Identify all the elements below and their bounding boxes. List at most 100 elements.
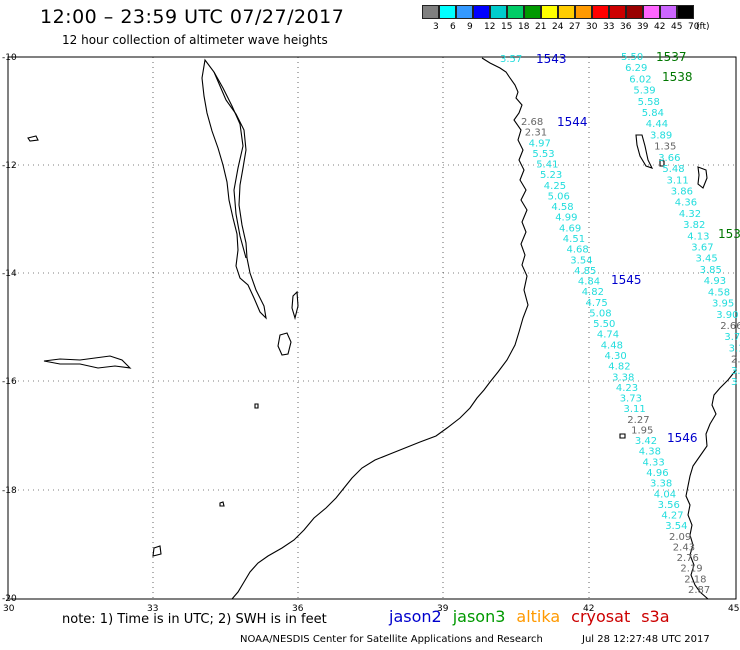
- scale-label: 9: [467, 22, 473, 32]
- map-frame: [7, 56, 737, 600]
- scale-label: 30: [586, 22, 598, 32]
- scale-label: 21: [535, 22, 547, 32]
- track-value: 3.: [731, 366, 740, 377]
- track-value: 3.45: [696, 254, 718, 265]
- scale-swatch: [490, 5, 507, 19]
- track-value: 5.06: [548, 192, 570, 203]
- track-value: 4.82: [582, 287, 604, 298]
- scale-swatch: [592, 5, 609, 19]
- madagascar-coastline: [685, 369, 737, 600]
- track-value: 4.85: [574, 266, 596, 277]
- track-value: 4.75: [586, 298, 608, 309]
- track-value: 1.95: [631, 426, 653, 437]
- track-value: 4.04: [654, 489, 676, 500]
- lat-label: -10: [2, 53, 17, 63]
- track-value: 4.68: [567, 245, 589, 256]
- scale-swatch: [507, 5, 524, 19]
- lon-label: 42: [583, 604, 594, 614]
- track-value: 4.13: [687, 231, 709, 242]
- track-value: 5.58: [638, 97, 660, 108]
- chart-title: 12:00 – 23:59 UTC 07/27/2017: [40, 6, 345, 28]
- track-value: 3.89: [650, 130, 672, 141]
- track-value: 2.31: [525, 128, 547, 139]
- track-id-label: 1543: [536, 52, 567, 66]
- scale-swatch: [609, 5, 626, 19]
- scale-label: 6: [450, 22, 456, 32]
- satellite-legend: jason2 jason3 altika cryosat s3a: [389, 607, 681, 626]
- footer-note: note: 1) Time is in UTC; 2) SWH is in fe…: [62, 612, 327, 627]
- track-value: 5.23: [540, 170, 562, 181]
- track-id-label: 153: [718, 227, 740, 241]
- track-value: 4.82: [608, 362, 630, 373]
- track-value: 4.51: [563, 234, 585, 245]
- track-value: 3.57: [500, 54, 522, 65]
- track-value: 4.32: [679, 209, 701, 220]
- track-value: 6.02: [629, 74, 651, 85]
- scale-label: 3: [433, 22, 439, 32]
- scale-swatch: [660, 5, 677, 19]
- scale-swatch: [439, 5, 456, 19]
- track-value: 4.69: [559, 223, 581, 234]
- track-value: 5.08: [589, 309, 611, 320]
- lon-label: 36: [292, 604, 304, 614]
- track-value: 3.73: [620, 394, 642, 405]
- lon-label: 39: [437, 604, 449, 614]
- scale-label: 42: [654, 22, 666, 32]
- track-id-label: 1544: [557, 115, 588, 129]
- lake-kariba-shore: [43, 355, 132, 369]
- lon-label: 33: [147, 604, 158, 614]
- track-value: 4.27: [661, 511, 683, 522]
- track-value: 3.42: [635, 436, 657, 447]
- track-value: 4.38: [639, 447, 661, 458]
- track-value: 5.50: [621, 52, 643, 63]
- scale-swatch: [473, 5, 490, 19]
- chart-subtitle: 12 hour collection of altimeter wave hei…: [62, 33, 328, 47]
- track-value: 5.41: [536, 160, 558, 171]
- track-value: 4.30: [605, 351, 627, 362]
- track-value: 3.82: [683, 220, 705, 231]
- track-value: 3.90: [716, 310, 738, 321]
- scale-swatch: [541, 5, 558, 19]
- track-value: 5.53: [532, 149, 554, 160]
- track-value: 3.11: [667, 175, 689, 186]
- scale-label: 45: [671, 22, 683, 32]
- scale-label: 24: [552, 22, 564, 32]
- altimeter-tracks: 3.57 1543 2.682.314.975.535.415.234.255.06…: [500, 50, 740, 596]
- lake-chilwa-marsh: [291, 290, 299, 321]
- legend-entry-cryosat: cryosat: [571, 607, 631, 626]
- credit-line: NOAA/NESDIS Center for Satellite Applica…: [240, 634, 543, 645]
- track-value: 4.93: [704, 276, 726, 287]
- track-value: 3.95: [712, 299, 734, 310]
- track-id-label: 1538: [662, 70, 693, 84]
- lat-labels: -10 -12 -14 -16 -18 -20: [2, 53, 17, 604]
- lake-dot-1: [254, 403, 259, 409]
- track-value: 4.23: [616, 383, 638, 394]
- lat-label: -18: [2, 486, 17, 496]
- track-value: 2.66: [720, 321, 740, 332]
- track-value: 4.25: [544, 181, 566, 192]
- track-value: 3.86: [671, 187, 693, 198]
- track-value: 4.48: [601, 340, 623, 351]
- scale-label: 36: [620, 22, 632, 32]
- scale-label: 33: [603, 22, 615, 32]
- track-value: 4.33: [643, 457, 665, 468]
- scale-label: 18: [518, 22, 530, 32]
- track-value: 4.58: [551, 202, 573, 213]
- gridlines: [8, 57, 736, 599]
- track-value: 3.11: [624, 404, 646, 415]
- track-value: 3.56: [658, 500, 680, 511]
- track-value: 2.43: [673, 543, 695, 554]
- lat-label: -12: [2, 161, 17, 171]
- track-value: 3.54: [570, 255, 592, 266]
- track-value: 2.19: [680, 564, 702, 575]
- track-id-label: 1537: [656, 50, 687, 64]
- track-value: 3.70: [724, 332, 740, 343]
- track-value: 4.96: [646, 468, 668, 479]
- track-value: 5.48: [662, 164, 684, 175]
- mayotte: [659, 159, 665, 167]
- scale-label: (ft): [696, 22, 710, 32]
- scale-swatch: [626, 5, 643, 19]
- map-frame-group: [7, 56, 737, 600]
- lat-label: -16: [2, 377, 17, 387]
